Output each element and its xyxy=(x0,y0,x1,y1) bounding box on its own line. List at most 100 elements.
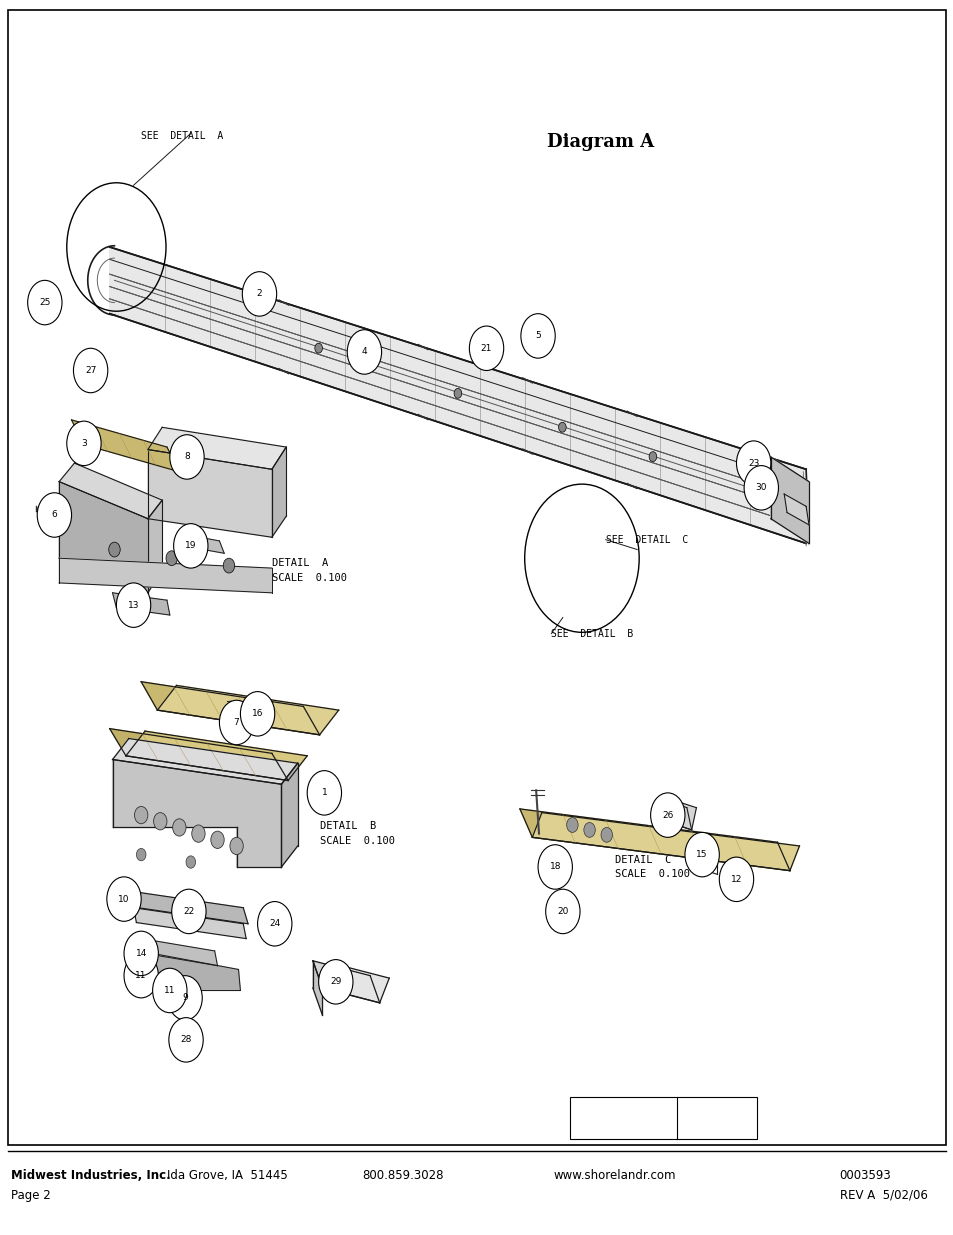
Text: DETAIL  B
SCALE  0.100: DETAIL B SCALE 0.100 xyxy=(319,821,395,846)
Circle shape xyxy=(318,960,353,1004)
Polygon shape xyxy=(726,862,745,887)
Circle shape xyxy=(520,314,555,358)
Text: www.shorelandr.com: www.shorelandr.com xyxy=(553,1170,675,1182)
Polygon shape xyxy=(71,420,179,472)
Polygon shape xyxy=(157,685,338,735)
Circle shape xyxy=(179,1025,198,1050)
Polygon shape xyxy=(112,739,297,784)
Text: 13: 13 xyxy=(128,600,139,610)
Circle shape xyxy=(743,466,778,510)
Circle shape xyxy=(153,813,167,830)
Text: 3: 3 xyxy=(81,438,87,448)
Circle shape xyxy=(219,700,253,745)
Circle shape xyxy=(186,856,195,868)
Circle shape xyxy=(230,837,243,855)
Polygon shape xyxy=(532,813,799,871)
Circle shape xyxy=(172,819,186,836)
Text: 21: 21 xyxy=(480,343,492,353)
Text: 15: 15 xyxy=(696,850,707,860)
Text: 0003593: 0003593 xyxy=(839,1170,890,1182)
Polygon shape xyxy=(148,427,286,469)
Polygon shape xyxy=(152,953,240,990)
Polygon shape xyxy=(665,800,691,830)
Polygon shape xyxy=(110,729,288,781)
Circle shape xyxy=(469,326,503,370)
Text: 10: 10 xyxy=(118,894,130,904)
Polygon shape xyxy=(519,809,789,871)
Text: REV:1.0: REV:1.0 xyxy=(685,1113,722,1123)
Circle shape xyxy=(271,916,282,931)
Polygon shape xyxy=(179,534,224,553)
Text: 8: 8 xyxy=(184,452,190,462)
Polygon shape xyxy=(313,961,379,1003)
Circle shape xyxy=(242,272,276,316)
Circle shape xyxy=(116,583,151,627)
Polygon shape xyxy=(59,482,148,593)
Circle shape xyxy=(600,827,612,842)
Circle shape xyxy=(37,493,71,537)
Circle shape xyxy=(170,435,204,479)
Text: 23: 23 xyxy=(747,458,759,468)
Text: Diagram A: Diagram A xyxy=(547,133,654,151)
Circle shape xyxy=(223,558,234,573)
Circle shape xyxy=(454,388,461,398)
Text: 29: 29 xyxy=(330,977,341,987)
Circle shape xyxy=(537,845,572,889)
Text: Page 2: Page 2 xyxy=(11,1189,51,1202)
Circle shape xyxy=(124,931,158,976)
Polygon shape xyxy=(141,939,217,966)
Circle shape xyxy=(168,976,202,1020)
Text: 22: 22 xyxy=(183,906,194,916)
Polygon shape xyxy=(148,450,272,537)
Circle shape xyxy=(134,806,148,824)
Polygon shape xyxy=(112,760,281,867)
Circle shape xyxy=(169,1018,203,1062)
Polygon shape xyxy=(783,494,808,525)
Text: 25: 25 xyxy=(39,298,51,308)
Polygon shape xyxy=(59,463,162,519)
Circle shape xyxy=(684,832,719,877)
Text: SEE  DETAIL  B: SEE DETAIL B xyxy=(551,629,633,638)
Circle shape xyxy=(107,877,141,921)
Text: 4: 4 xyxy=(361,347,367,357)
Text: SEE  DETAIL  A: SEE DETAIL A xyxy=(141,131,223,141)
Polygon shape xyxy=(141,682,319,735)
Polygon shape xyxy=(126,731,307,781)
Circle shape xyxy=(347,330,381,374)
Circle shape xyxy=(67,421,101,466)
Text: 24: 24 xyxy=(269,919,280,929)
Circle shape xyxy=(173,524,208,568)
Circle shape xyxy=(566,818,578,832)
Circle shape xyxy=(28,280,62,325)
Polygon shape xyxy=(148,500,162,593)
Text: 14: 14 xyxy=(135,948,147,958)
Text: 30: 30 xyxy=(755,483,766,493)
Circle shape xyxy=(547,898,562,918)
Text: 7: 7 xyxy=(233,718,239,727)
Bar xyxy=(570,1097,756,1139)
Text: 11: 11 xyxy=(135,971,147,981)
Circle shape xyxy=(192,825,205,842)
Text: DETAIL  A
SCALE  0.100: DETAIL A SCALE 0.100 xyxy=(272,558,347,583)
Circle shape xyxy=(109,542,120,557)
Polygon shape xyxy=(281,763,297,867)
Circle shape xyxy=(558,422,566,432)
Text: 6: 6 xyxy=(51,510,57,520)
Circle shape xyxy=(650,793,684,837)
Text: 19: 19 xyxy=(185,541,196,551)
Text: 16: 16 xyxy=(252,709,263,719)
Polygon shape xyxy=(110,247,805,543)
Text: 5: 5 xyxy=(535,331,540,341)
Polygon shape xyxy=(545,852,567,871)
Circle shape xyxy=(124,953,158,998)
Polygon shape xyxy=(694,842,717,864)
Text: REV A  5/02/06: REV A 5/02/06 xyxy=(839,1189,926,1202)
Polygon shape xyxy=(133,908,246,939)
Text: 800.859.3028: 800.859.3028 xyxy=(362,1170,443,1182)
Circle shape xyxy=(172,889,206,934)
Text: 9: 9 xyxy=(182,993,188,1003)
Polygon shape xyxy=(272,447,286,537)
Circle shape xyxy=(211,831,224,848)
Text: 27: 27 xyxy=(85,366,96,375)
Polygon shape xyxy=(59,558,272,593)
